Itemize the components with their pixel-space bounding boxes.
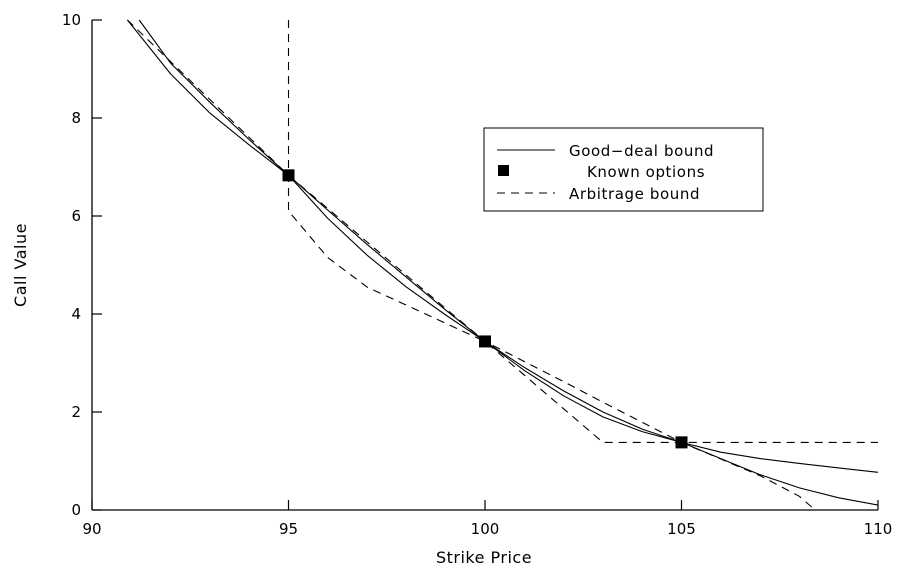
arbitrage-lower-line (287, 20, 878, 443)
known-option-marker-105 (675, 436, 688, 449)
good-deal-lower-line (126, 19, 879, 506)
x-axis-title: Strike Price (436, 548, 532, 567)
x-tick-label-95: 95 (279, 520, 298, 538)
arbitrage-upper-line (127, 19, 816, 511)
legend-label-known-options: Known options (587, 163, 705, 181)
y-tick-label-6: 6 (71, 207, 81, 225)
known-option-marker-100 (479, 335, 491, 348)
good-deal-upper-line (138, 19, 879, 473)
series-layer (126, 19, 879, 511)
y-tick-label-10: 10 (62, 11, 81, 29)
x-tick-label-90: 90 (82, 520, 101, 538)
legend: Good−deal bound Known options Arbitrage … (483, 127, 764, 212)
x-tick-label-105: 105 (667, 520, 696, 538)
x-tick-label-110: 110 (864, 520, 893, 538)
y-tick-label-2: 2 (71, 403, 81, 421)
markers-layer (282, 169, 688, 449)
known-option-marker-95 (282, 169, 295, 182)
axes: 90 95 100 105 110 0 2 4 6 8 10 (62, 11, 892, 538)
x-tick-label-100: 100 (471, 520, 500, 538)
y-tick-label-0: 0 (71, 501, 81, 519)
y-tick-label-8: 8 (71, 109, 81, 127)
legend-swatch-known-options (498, 165, 509, 176)
y-axis-title: Call Value (11, 223, 30, 307)
y-tick-label-4: 4 (71, 305, 81, 323)
legend-box (483, 127, 764, 212)
legend-label-arbitrage: Arbitrage bound (569, 185, 700, 203)
legend-label-good-deal: Good−deal bound (569, 142, 714, 160)
